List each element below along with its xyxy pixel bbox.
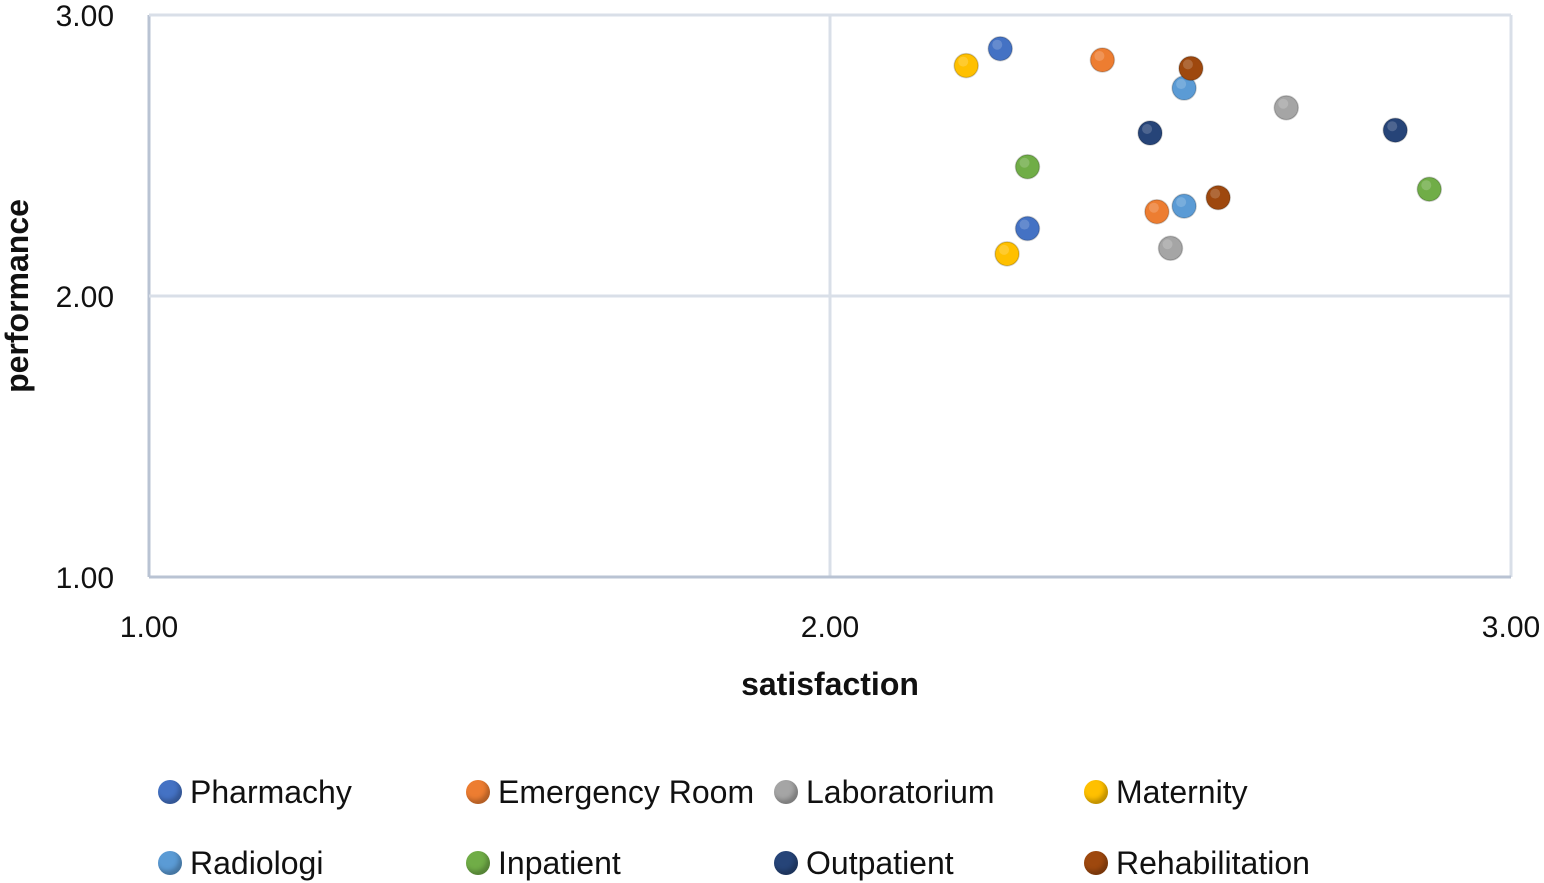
legend-item: Rehabilitation: [1084, 843, 1310, 883]
data-point: [1273, 94, 1300, 121]
legend-marker: [1084, 851, 1108, 875]
data-point-highlight: [1094, 50, 1105, 61]
tick-labels: 1.00 2.00 3.00 1.00 2.00 3.00: [56, 0, 1541, 644]
data-point: [953, 52, 979, 79]
y-tick-label: 3.00: [56, 0, 114, 33]
legend-marker: [466, 780, 490, 804]
legend-marker: [158, 780, 182, 804]
data-point-highlight: [1148, 202, 1159, 213]
data-point-highlight: [1019, 219, 1030, 230]
legend-marker: [1084, 780, 1108, 804]
data-point: [1171, 193, 1197, 219]
data-point: [1205, 184, 1231, 211]
data-point-highlight: [958, 56, 969, 67]
x-tick-label: 3.00: [1482, 611, 1540, 644]
data-point-highlight: [1421, 180, 1432, 191]
x-tick-label: 1.00: [120, 611, 178, 644]
legend-label: Emergency Room: [498, 773, 755, 810]
x-tick-label: 2.00: [801, 611, 859, 644]
data-point: [1014, 153, 1041, 180]
legend-item: Outpatient: [774, 843, 954, 883]
legend-item: Pharmachy: [158, 772, 352, 812]
data-point-highlight: [1182, 59, 1193, 70]
legend-label: Laboratorium: [806, 773, 995, 810]
data-point: [1014, 215, 1041, 242]
data-point: [1178, 55, 1204, 82]
legend-item: Radiologi: [158, 843, 323, 883]
y-tick-label: 2.00: [56, 281, 114, 314]
legend-item: Maternity: [1084, 772, 1248, 812]
legend-label: Radiologi: [190, 844, 324, 881]
legend-label: Pharmachy: [190, 773, 352, 810]
data-point-highlight: [999, 244, 1010, 255]
data-point: [1157, 235, 1184, 261]
legend-marker: [466, 851, 490, 875]
data-point-highlight: [1278, 98, 1289, 109]
data-point: [994, 241, 1020, 267]
legend-label: Inpatient: [498, 844, 621, 881]
legend-marker: [158, 851, 182, 875]
data-point-highlight: [1142, 124, 1153, 135]
legend-item: Laboratorium: [774, 772, 995, 812]
y-tick-label: 1.00: [56, 562, 114, 595]
data-point: [987, 35, 1013, 62]
data-point: [1144, 198, 1170, 225]
data-point: [1416, 176, 1443, 202]
data-point-highlight: [1210, 188, 1221, 199]
data-point-highlight: [1019, 157, 1030, 168]
legend: Pharmachy Emergency Room Laboratorium Mater…: [158, 768, 1458, 882]
legend-label: Maternity: [1116, 773, 1248, 810]
legend-marker: [774, 780, 798, 804]
data-points: [953, 35, 1443, 267]
data-point-highlight: [1387, 121, 1398, 132]
legend-label: Rehabilitation: [1116, 844, 1310, 881]
data-point-highlight: [992, 39, 1003, 50]
legend-item: Emergency Room: [466, 772, 754, 812]
data-point: [1137, 120, 1163, 146]
grid-lines: [147, 13, 1513, 579]
y-axis-title: performance: [0, 199, 35, 393]
legend-item: Inpatient: [466, 843, 621, 883]
x-axis-title: satisfaction: [741, 666, 919, 702]
data-point: [1382, 117, 1408, 143]
data-point-highlight: [1176, 197, 1187, 208]
data-point-highlight: [1176, 79, 1187, 90]
data-point: [1089, 47, 1116, 73]
data-point-highlight: [1162, 239, 1173, 250]
legend-label: Outpatient: [806, 844, 954, 881]
legend-marker: [774, 851, 798, 875]
